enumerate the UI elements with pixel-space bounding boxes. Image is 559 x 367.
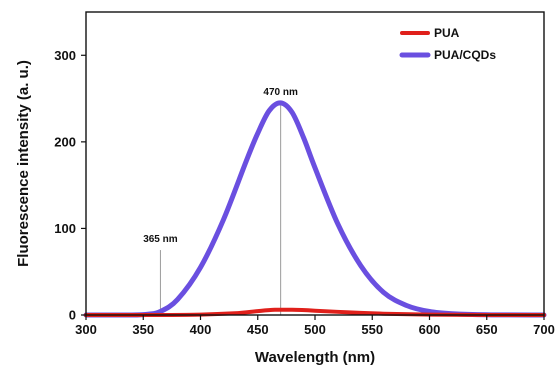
- annotation-label: 470 nm: [263, 87, 298, 98]
- x-tick-label: 400: [190, 322, 212, 337]
- legend-label: PUA: [434, 26, 460, 40]
- x-axis-title: Wavelength (nm): [255, 349, 375, 366]
- legend: PUA PUA/CQDs: [399, 26, 496, 62]
- series-layer: [83, 100, 547, 318]
- x-tick-label: 700: [533, 322, 555, 337]
- x-tick-label: 500: [304, 322, 326, 337]
- x-tick-label: 350: [132, 322, 154, 337]
- x-tick-label: 550: [361, 322, 383, 337]
- annotations: 365 nm 470 nm: [143, 87, 298, 315]
- y-tick-label: 200: [54, 134, 76, 149]
- y-tick-label: 300: [54, 48, 76, 63]
- x-tick-label: 300: [75, 322, 97, 337]
- y-axis-title: Fluorescence intensity (a. u.): [15, 60, 32, 267]
- y-tick-label: 0: [69, 308, 76, 323]
- y-axis-ticks: 0 100 200 300: [54, 48, 86, 323]
- x-axis-ticks: 300 350 400 450 500 550 600 650 700: [75, 315, 555, 337]
- x-tick-label: 600: [419, 322, 441, 337]
- annotation-label: 365 nm: [143, 234, 178, 245]
- series-line-pua-cqds: [83, 100, 547, 318]
- legend-label: PUA/CQDs: [434, 48, 496, 62]
- y-tick-label: 100: [54, 221, 76, 236]
- x-tick-label: 450: [247, 322, 269, 337]
- x-tick-label: 650: [476, 322, 498, 337]
